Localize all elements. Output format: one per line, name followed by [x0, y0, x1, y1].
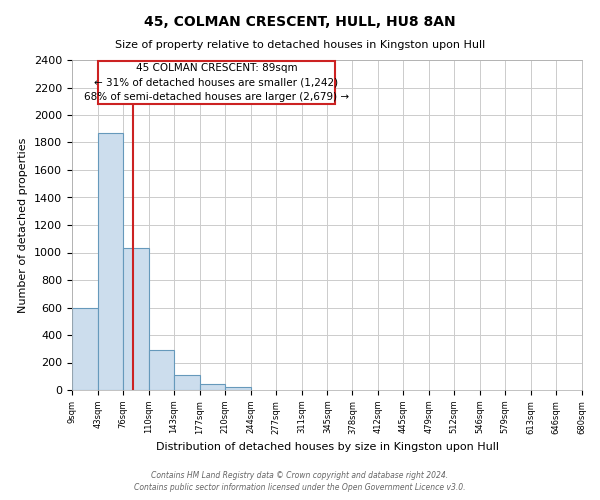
Text: 45 COLMAN CRESCENT: 89sqm
← 31% of detached houses are smaller (1,242)
68% of se: 45 COLMAN CRESCENT: 89sqm ← 31% of detac…	[84, 62, 349, 102]
Bar	[225, 387, 251, 390]
FancyBboxPatch shape	[98, 60, 335, 104]
Text: Size of property relative to detached houses in Kingston upon Hull: Size of property relative to detached ho…	[115, 40, 485, 50]
Bar	[174, 375, 200, 390]
Bar	[72, 308, 98, 390]
Text: 45, COLMAN CRESCENT, HULL, HU8 8AN: 45, COLMAN CRESCENT, HULL, HU8 8AN	[144, 15, 456, 29]
X-axis label: Distribution of detached houses by size in Kingston upon Hull: Distribution of detached houses by size …	[155, 442, 499, 452]
Text: Contains HM Land Registry data © Crown copyright and database right 2024.
Contai: Contains HM Land Registry data © Crown c…	[134, 471, 466, 492]
Y-axis label: Number of detached properties: Number of detached properties	[19, 138, 28, 312]
Bar	[149, 350, 174, 390]
Bar	[123, 248, 149, 390]
Bar	[98, 133, 123, 390]
Bar	[200, 384, 225, 390]
